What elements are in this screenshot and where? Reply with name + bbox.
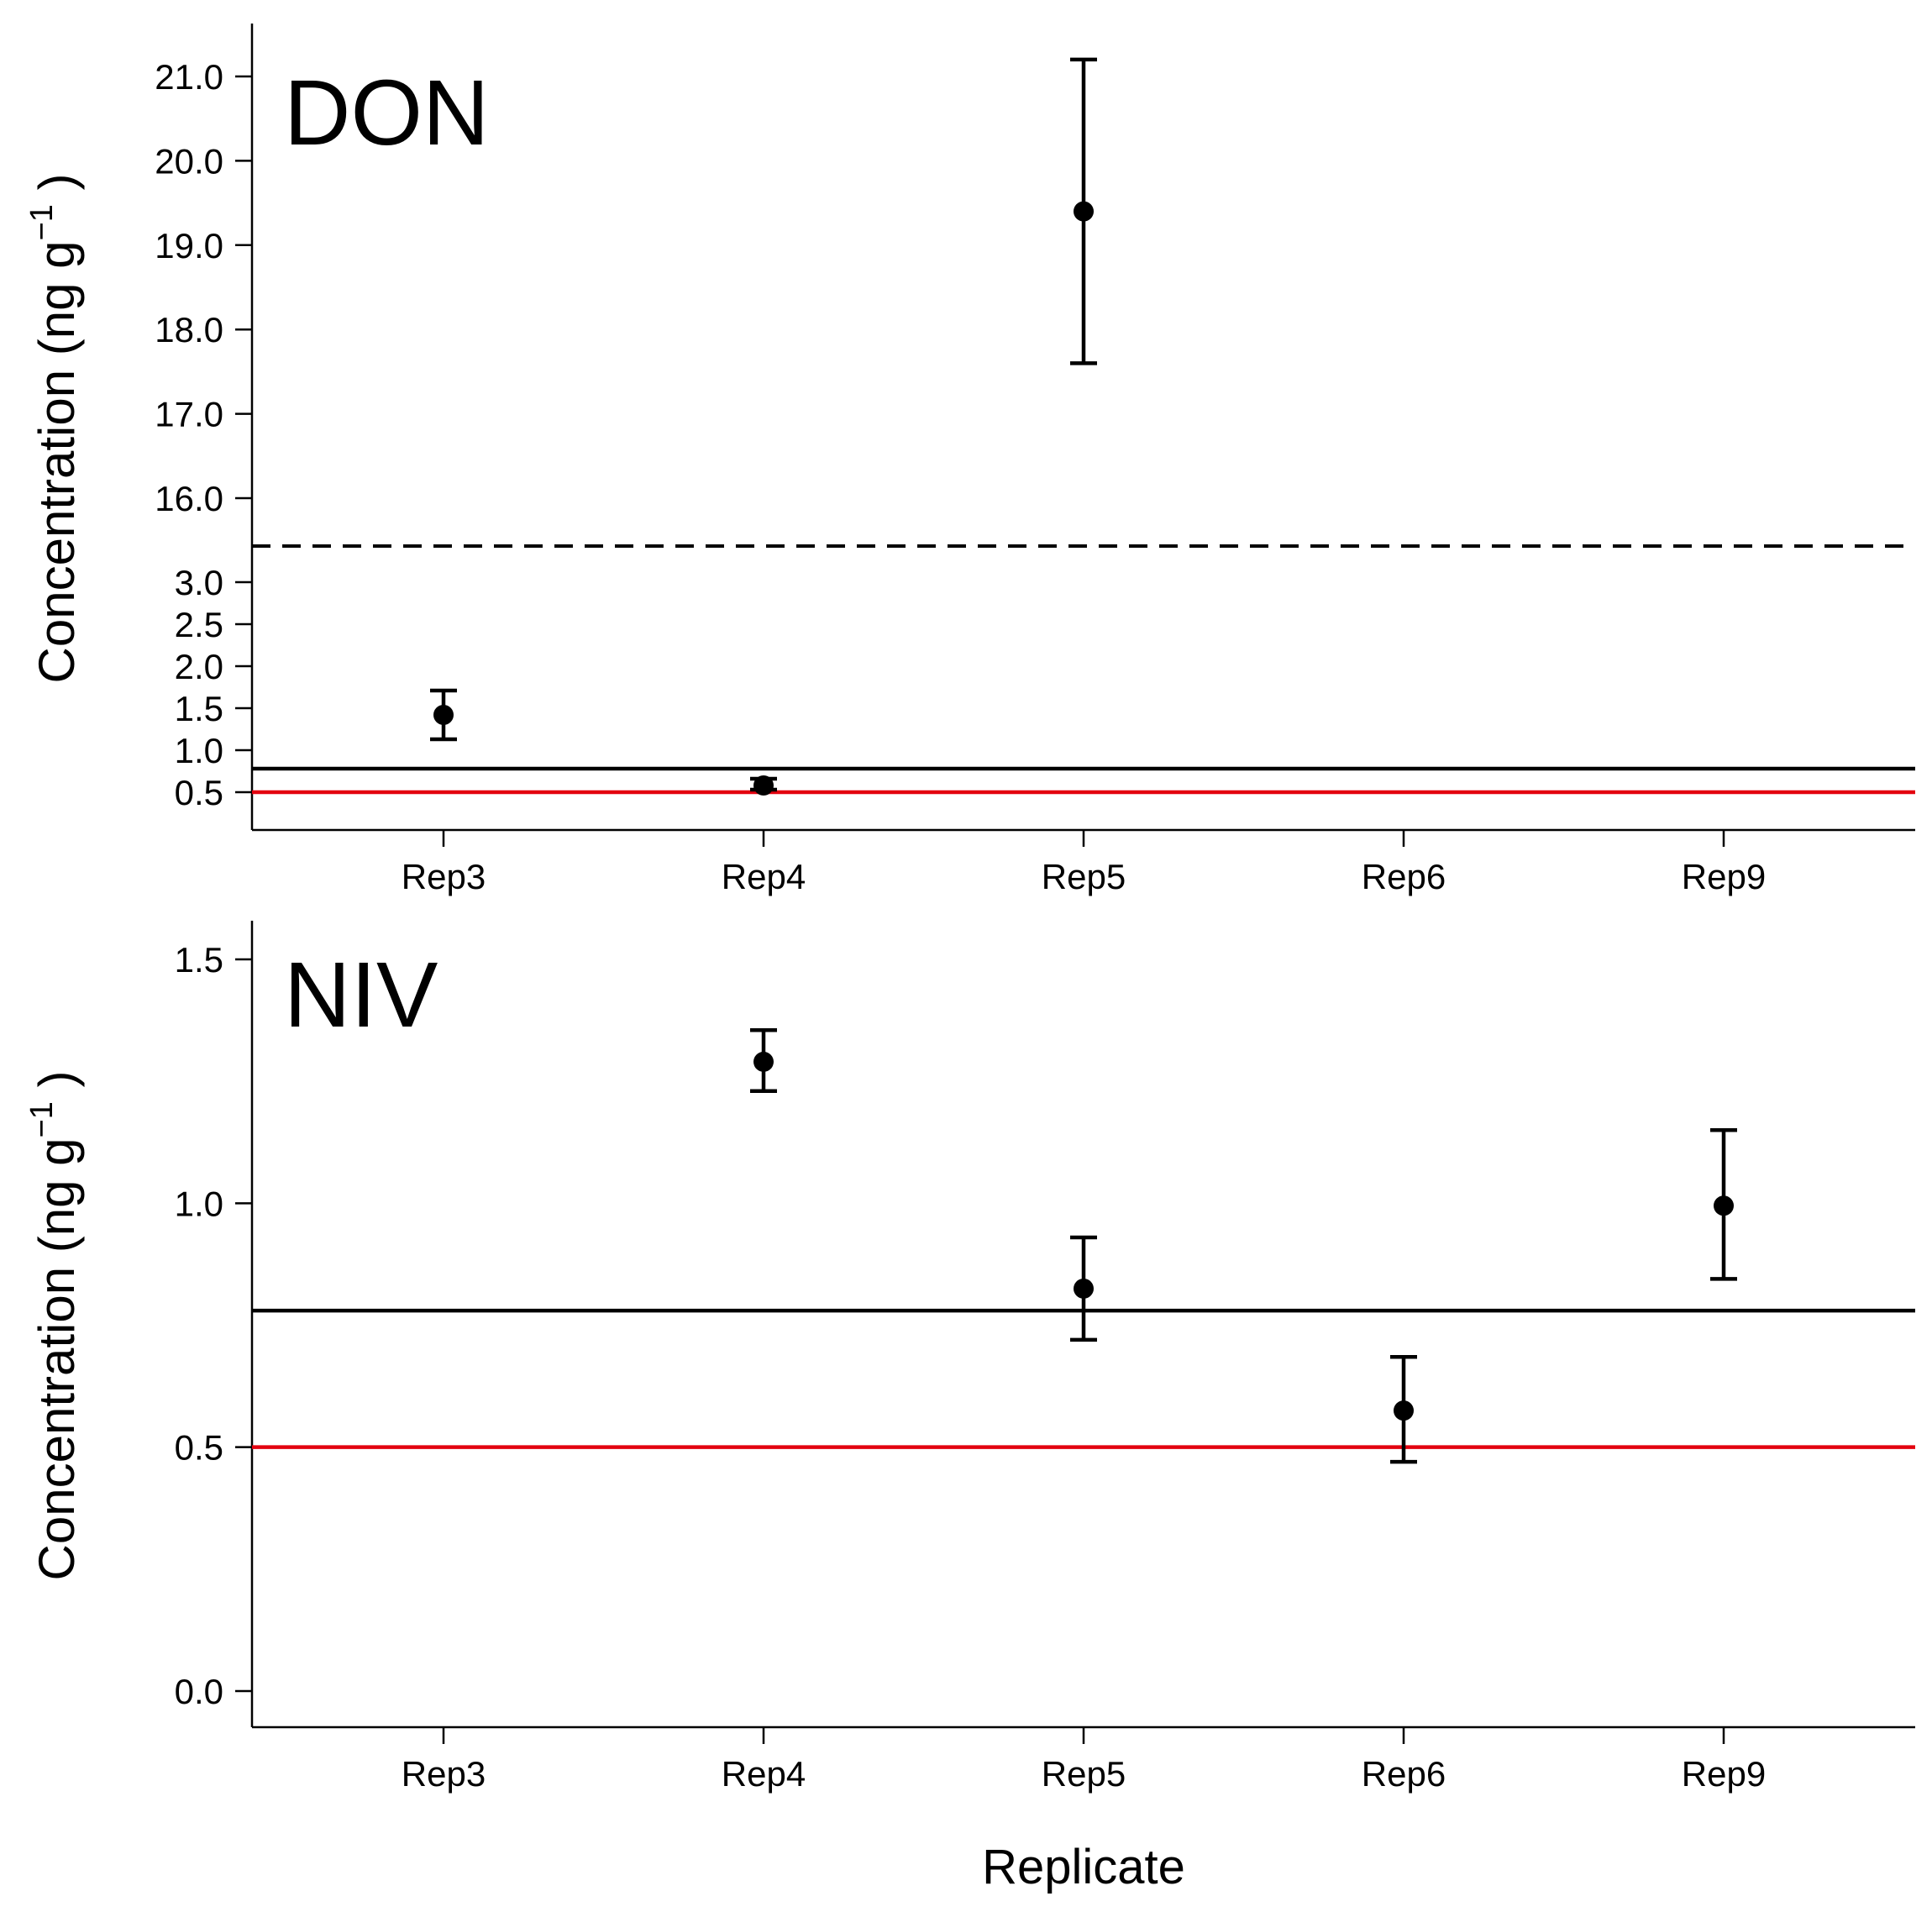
don-y-tick-label: 18.0 xyxy=(155,310,223,349)
don-y-axis-title-sup: −1 xyxy=(24,204,60,240)
don-y-axis-title-main: Concentration (ng g xyxy=(29,240,85,683)
don-x-tick-label: Rep3 xyxy=(402,857,486,896)
don-y-tick-label: 16.0 xyxy=(155,479,223,518)
don-y-tick-label: 20.0 xyxy=(155,141,223,181)
don-y-axis-title-close: ) xyxy=(29,174,85,205)
niv-point-rep5 xyxy=(1074,1278,1094,1299)
niv-point-rep6 xyxy=(1394,1400,1414,1421)
niv-x-tick-label: Rep3 xyxy=(402,1754,486,1794)
don-y-tick-label: 1.0 xyxy=(175,731,223,770)
niv-point-rep4 xyxy=(753,1051,774,1072)
don-x-tick-label: Rep4 xyxy=(722,857,806,896)
don-y-axis-title: Concentration (ng g−1 ) xyxy=(24,174,85,684)
niv-y-tick-label: 1.0 xyxy=(175,1184,223,1223)
don-y-tick-label: 17.0 xyxy=(155,395,223,434)
don-y-tick-label: 3.0 xyxy=(175,563,223,602)
don-y-tick-label: 2.5 xyxy=(175,605,223,644)
don-y-tick-label: 0.5 xyxy=(175,773,223,812)
don-point-rep5 xyxy=(1074,201,1094,222)
don-x-tick-label: Rep6 xyxy=(1362,857,1446,896)
don-y-tick-label: 1.5 xyxy=(175,689,223,728)
niv-y-tick-label: 0.0 xyxy=(175,1672,223,1711)
niv-panel-label: NIV xyxy=(284,943,438,1047)
don-y-tick-label: 21.0 xyxy=(155,57,223,97)
niv-x-tick-label: Rep4 xyxy=(722,1754,806,1794)
niv-y-axis-title-main: Concentration (ng g xyxy=(29,1137,85,1580)
don-point-rep4 xyxy=(753,775,774,796)
don-point-rep3 xyxy=(433,705,454,725)
niv-x-tick-label: Rep6 xyxy=(1362,1754,1446,1794)
x-axis-title: Replicate xyxy=(982,1840,1185,1894)
niv-point-rep9 xyxy=(1714,1195,1734,1216)
niv-x-tick-label: Rep9 xyxy=(1682,1754,1766,1794)
niv-y-axis-title-sup: −1 xyxy=(24,1101,60,1137)
don-y-tick-label: 19.0 xyxy=(155,226,223,265)
niv-y-axis-title: Concentration (ng g−1 ) xyxy=(24,1071,85,1581)
niv-marks: 0.0 0.5 1.0 1.5 Rep3 Rep4 Rep5 Rep6 Rep9 xyxy=(175,921,1915,1794)
niv-y-tick-label: 1.5 xyxy=(175,940,223,980)
don-marks: 0.51.01.52.02.53.0 16.0 17.0 18.0 19.0 20.0 21… xyxy=(155,24,1915,896)
niv-y-tick-label: 0.5 xyxy=(175,1428,223,1468)
niv-y-axis-title-close: ) xyxy=(29,1071,85,1102)
niv-panel: 0.0 0.5 1.0 1.5 Rep3 Rep4 Rep5 Rep6 Rep9 NIV Con… xyxy=(24,921,1915,1794)
don-y-tick-label: 2.0 xyxy=(175,647,223,686)
don-panel-label: DON xyxy=(284,61,489,165)
don-x-tick-label: Rep9 xyxy=(1682,857,1766,896)
don-x-tick-label: Rep5 xyxy=(1042,857,1126,896)
don-panel: 0.51.01.52.02.53.0 16.0 17.0 18.0 19.0 20.0 21… xyxy=(24,24,1915,896)
niv-x-tick-label: Rep5 xyxy=(1042,1754,1126,1794)
